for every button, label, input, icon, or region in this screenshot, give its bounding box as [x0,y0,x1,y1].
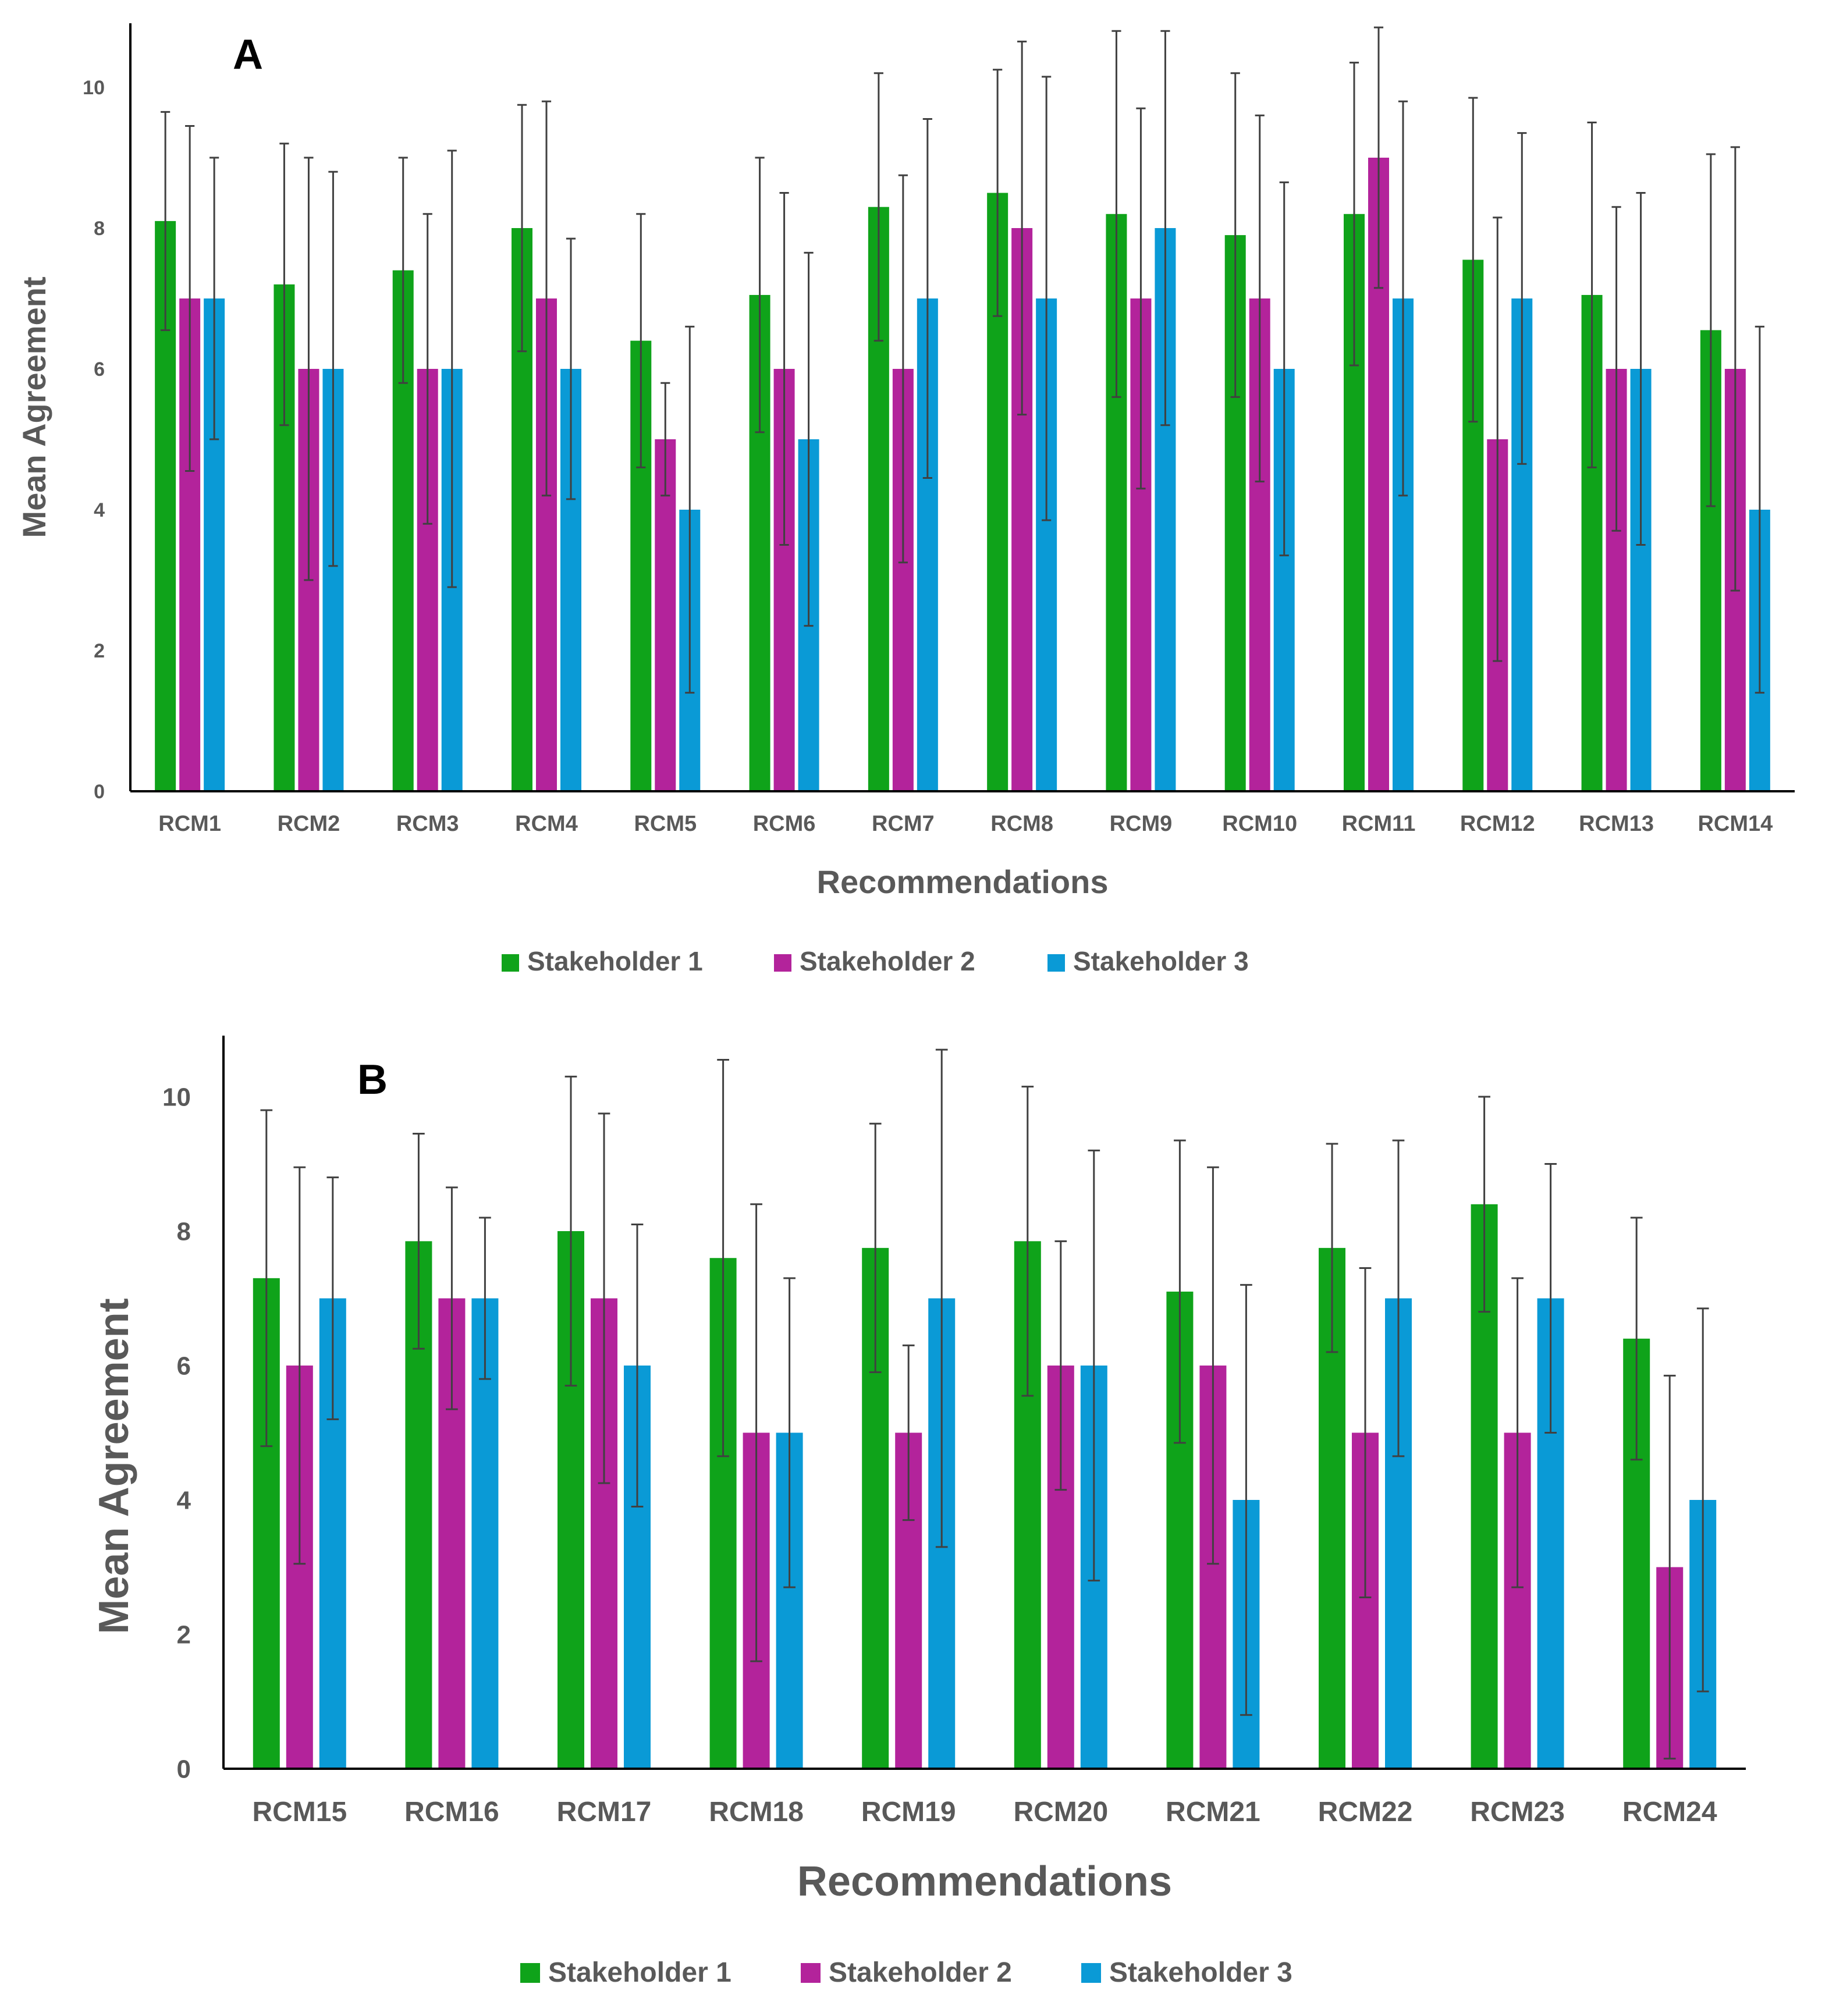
x-tick-label-rcm18: RCM18 [709,1797,804,1827]
y-tick-label: 4 [94,499,105,521]
y-tick-label: 8 [177,1217,191,1246]
legend-label-stakeholder-3: Stakeholder 3 [1073,946,1249,976]
legend-swatch-stakeholder-1 [520,1963,540,1983]
panel-label: A [233,31,263,78]
x-tick-label-rcm20: RCM20 [1013,1797,1108,1827]
y-tick-label: 6 [94,358,105,381]
x-tick-label-rcm19: RCM19 [861,1797,956,1827]
legend-swatch-stakeholder-3 [1081,1963,1101,1983]
y-tick-label: 10 [162,1083,191,1111]
x-tick-label-rcm21: RCM21 [1166,1797,1260,1827]
x-tick-label-rcm3: RCM3 [396,812,459,836]
x-tick-label-rcm15: RCM15 [252,1797,347,1827]
y-tick-label: 8 [94,218,105,240]
y-tick-label: 0 [94,781,105,803]
x-tick-label-rcm5: RCM5 [634,812,697,836]
x-tick-label-rcm4: RCM4 [515,812,578,836]
chart-panel-a: 0 2 4 6 8 10 RCM1 RCM2 RCM3 RCM4 RCM5 RCM6 RCM7 RCM8 R… [16,23,1795,976]
legend-swatch-stakeholder-2 [801,1963,821,1983]
y-tick-label: 10 [83,77,105,99]
x-axis-title: Recommendations [817,863,1109,900]
legend-swatch-stakeholder-1 [502,954,519,972]
x-tick-label-rcm17: RCM17 [557,1797,652,1827]
x-tick-label-rcm16: RCM16 [404,1797,499,1827]
x-tick-label-rcm14: RCM14 [1698,812,1773,836]
x-tick-label-rcm7: RCM7 [872,812,935,836]
x-tick-label-rcm10: RCM10 [1222,812,1297,836]
y-tick-label: 2 [94,640,105,662]
chart-panel-b: 0 2 4 6 8 10 RCM15 RCM16 RCM17 RCM18 RCM19 RCM20 RCM… [91,1036,1746,1988]
legend-label-stakeholder-3: Stakeholder 3 [1109,1957,1292,1988]
x-tick-label-rcm2: RCM2 [278,812,340,836]
y-axis-title: Mean Agreement [16,276,52,538]
panel-label: B [357,1057,388,1103]
y-tick-label: 4 [177,1486,191,1514]
x-tick-label-rcm6: RCM6 [753,812,816,836]
x-tick-label-rcm12: RCM12 [1460,812,1535,836]
x-tick-label-rcm24: RCM24 [1622,1797,1717,1827]
bar-rcm5-stakeholder-2 [655,439,676,791]
x-tick-label-rcm9: RCM9 [1110,812,1173,836]
x-tick-label-rcm8: RCM8 [990,812,1053,836]
x-axis-title: Recommendations [797,1858,1172,1905]
legend-label-stakeholder-1: Stakeholder 1 [527,946,703,976]
y-tick-label: 2 [177,1620,191,1649]
legend-swatch-stakeholder-3 [1047,954,1065,972]
x-tick-label-rcm13: RCM13 [1579,812,1654,836]
legend-label-stakeholder-1: Stakeholder 1 [548,1957,731,1988]
y-tick-label: 6 [177,1352,191,1380]
legend-label-stakeholder-2: Stakeholder 2 [829,1957,1012,1988]
x-tick-label-rcm23: RCM23 [1470,1797,1565,1827]
x-tick-label-rcm1: RCM1 [158,812,221,836]
legend-swatch-stakeholder-2 [774,954,791,972]
x-tick-label-rcm11: RCM11 [1342,812,1416,836]
y-axis-title: Mean Agreement [91,1298,137,1634]
y-tick-label: 0 [177,1755,191,1783]
legend-label-stakeholder-2: Stakeholder 2 [800,946,975,976]
x-tick-label-rcm22: RCM22 [1318,1797,1413,1827]
